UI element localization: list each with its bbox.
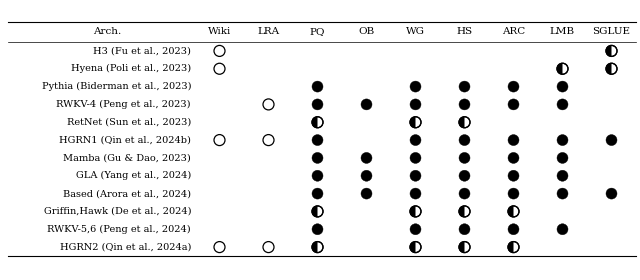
Text: ARC: ARC xyxy=(502,27,525,36)
Text: Pythia (Biderman et al., 2023): Pythia (Biderman et al., 2023) xyxy=(42,82,191,91)
Circle shape xyxy=(410,188,421,199)
Text: Wiki: Wiki xyxy=(208,27,231,36)
Circle shape xyxy=(410,99,421,110)
Circle shape xyxy=(312,206,323,217)
Wedge shape xyxy=(606,63,611,74)
Text: Hyena (Poli et al., 2023): Hyena (Poli et al., 2023) xyxy=(71,64,191,73)
Text: Griffin,Hawk (De et al., 2024): Griffin,Hawk (De et al., 2024) xyxy=(44,207,191,216)
Circle shape xyxy=(312,188,323,199)
Circle shape xyxy=(361,188,372,199)
Circle shape xyxy=(508,188,519,199)
Circle shape xyxy=(312,242,323,253)
Wedge shape xyxy=(312,117,317,128)
Circle shape xyxy=(459,224,470,235)
Circle shape xyxy=(557,188,568,199)
Text: GLA (Yang et al., 2024): GLA (Yang et al., 2024) xyxy=(76,171,191,180)
Circle shape xyxy=(557,63,568,74)
Text: HGRN1 (Qin et al., 2024b): HGRN1 (Qin et al., 2024b) xyxy=(59,136,191,144)
Circle shape xyxy=(606,188,617,199)
Circle shape xyxy=(557,99,568,110)
Text: RWKV-5,6 (Peng et al., 2024): RWKV-5,6 (Peng et al., 2024) xyxy=(47,225,191,234)
Circle shape xyxy=(361,170,372,181)
Wedge shape xyxy=(312,206,317,217)
Text: WG: WG xyxy=(406,27,425,36)
Wedge shape xyxy=(410,242,415,253)
Wedge shape xyxy=(410,206,415,217)
Text: Arch.: Arch. xyxy=(93,27,122,36)
Circle shape xyxy=(606,135,617,146)
Text: HGRN2 (Qin et al., 2024a): HGRN2 (Qin et al., 2024a) xyxy=(60,242,191,252)
Text: OB: OB xyxy=(358,27,374,36)
Circle shape xyxy=(459,99,470,110)
Circle shape xyxy=(410,81,421,92)
Circle shape xyxy=(312,99,323,110)
Wedge shape xyxy=(508,242,513,253)
Circle shape xyxy=(459,242,470,253)
Wedge shape xyxy=(508,206,513,217)
Circle shape xyxy=(557,81,568,92)
Wedge shape xyxy=(459,242,465,253)
Circle shape xyxy=(557,224,568,235)
Circle shape xyxy=(459,206,470,217)
Text: Mamba (Gu & Dao, 2023): Mamba (Gu & Dao, 2023) xyxy=(63,153,191,162)
Text: SGLUE: SGLUE xyxy=(593,27,630,36)
Circle shape xyxy=(410,206,421,217)
Circle shape xyxy=(312,81,323,92)
Text: LMB: LMB xyxy=(550,27,575,36)
Text: HS: HS xyxy=(456,27,472,36)
Text: Based (Arora et al., 2024): Based (Arora et al., 2024) xyxy=(63,189,191,198)
Circle shape xyxy=(410,170,421,181)
Circle shape xyxy=(557,170,568,181)
Wedge shape xyxy=(557,63,563,74)
Circle shape xyxy=(410,224,421,235)
Circle shape xyxy=(459,81,470,92)
Circle shape xyxy=(410,117,421,128)
Circle shape xyxy=(312,117,323,128)
Circle shape xyxy=(606,45,617,56)
Circle shape xyxy=(459,188,470,199)
Circle shape xyxy=(361,99,372,110)
Wedge shape xyxy=(312,242,317,253)
Text: PQ: PQ xyxy=(310,27,325,36)
Circle shape xyxy=(312,224,323,235)
Circle shape xyxy=(459,117,470,128)
Text: RWKV-4 (Peng et al., 2023): RWKV-4 (Peng et al., 2023) xyxy=(56,100,191,109)
Circle shape xyxy=(459,170,470,181)
Circle shape xyxy=(410,152,421,164)
Circle shape xyxy=(312,135,323,146)
Circle shape xyxy=(312,152,323,164)
Circle shape xyxy=(410,242,421,253)
Circle shape xyxy=(312,170,323,181)
Circle shape xyxy=(508,206,519,217)
Wedge shape xyxy=(459,206,465,217)
Circle shape xyxy=(508,81,519,92)
Wedge shape xyxy=(606,45,611,56)
Circle shape xyxy=(459,152,470,164)
Circle shape xyxy=(508,224,519,235)
Circle shape xyxy=(606,63,617,74)
Circle shape xyxy=(361,152,372,164)
Text: LRA: LRA xyxy=(257,27,280,36)
Circle shape xyxy=(508,152,519,164)
Wedge shape xyxy=(459,117,465,128)
Text: H3 (Fu et al., 2023): H3 (Fu et al., 2023) xyxy=(93,46,191,55)
Circle shape xyxy=(508,99,519,110)
Circle shape xyxy=(459,135,470,146)
Circle shape xyxy=(508,135,519,146)
Circle shape xyxy=(557,135,568,146)
Circle shape xyxy=(410,135,421,146)
Circle shape xyxy=(508,170,519,181)
Text: RetNet (Sun et al., 2023): RetNet (Sun et al., 2023) xyxy=(67,118,191,127)
Circle shape xyxy=(508,242,519,253)
Wedge shape xyxy=(410,117,415,128)
Circle shape xyxy=(557,152,568,164)
